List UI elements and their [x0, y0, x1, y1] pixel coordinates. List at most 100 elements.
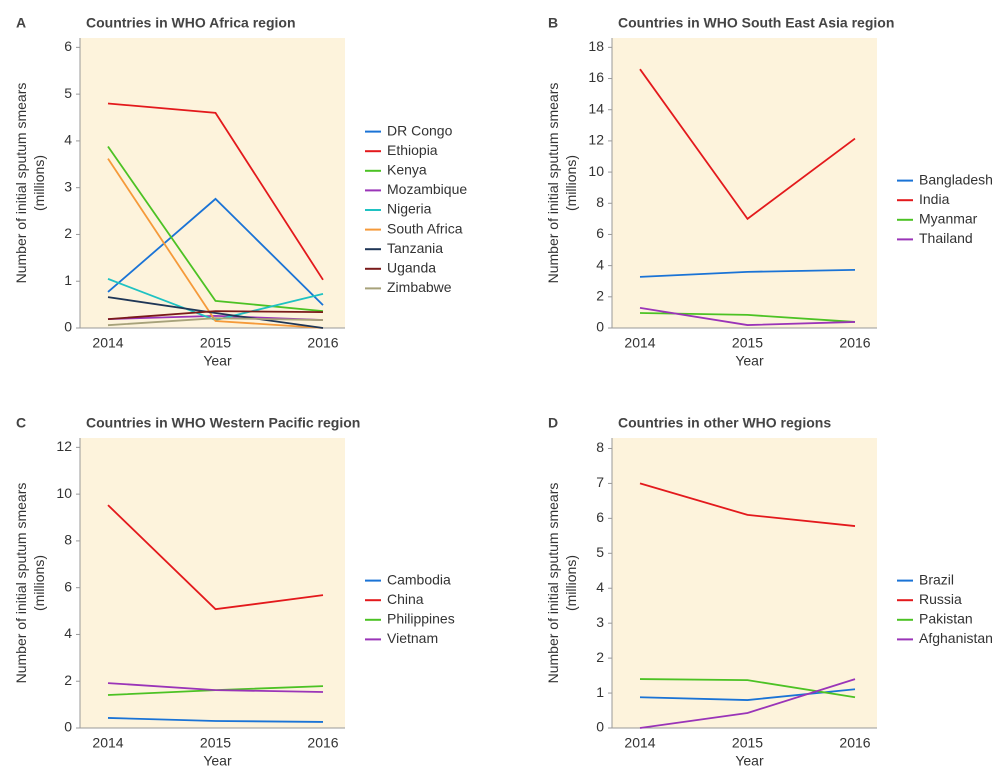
- x-tick-label: 2014: [92, 335, 123, 351]
- y-axis-label-line: Number of initial sputum smears: [13, 483, 29, 684]
- legend-label: Mozambique: [387, 181, 467, 197]
- legend-label: South Africa: [387, 220, 463, 236]
- series-line: [107, 158, 324, 329]
- series-line: [107, 102, 324, 281]
- series-line: [639, 688, 856, 701]
- y-axis-label: Number of initial sputum smears (millions…: [545, 83, 579, 284]
- legend-label: Tanzania: [387, 240, 443, 256]
- x-tick-label: 2014: [92, 735, 123, 751]
- y-tick-label: 16: [588, 69, 604, 85]
- plot-area: [612, 38, 877, 328]
- series-line: [639, 482, 856, 527]
- x-tick-label: 2015: [732, 735, 763, 751]
- legend-label: Kenya: [387, 162, 427, 178]
- y-axis-label-line: (millions): [563, 155, 579, 211]
- panel-label: C: [16, 415, 26, 431]
- y-tick-label: 18: [588, 38, 604, 54]
- x-axis-label: Year: [735, 353, 764, 369]
- panel-title: Countries in WHO South East Asia region: [618, 15, 894, 31]
- y-tick-label: 6: [596, 225, 604, 241]
- panel: D Countries in other WHO regions 0 1 2 3 4 5 6 7 8…: [545, 415, 993, 769]
- panel-label: D: [548, 415, 558, 431]
- y-tick-label: 7: [596, 474, 604, 490]
- y-tick-label: 12: [56, 438, 72, 454]
- x-tick-label: 2015: [732, 335, 763, 351]
- y-tick-label: 6: [64, 38, 72, 54]
- y-tick-label: 12: [588, 132, 604, 148]
- legend-label: Myanmar: [919, 211, 978, 227]
- legend-label: Pakistan: [919, 611, 973, 627]
- y-tick-label: 2: [596, 649, 604, 665]
- x-axis-label: Year: [203, 353, 232, 369]
- legend-label: China: [387, 591, 424, 607]
- panel-title: Countries in other WHO regions: [618, 415, 831, 431]
- x-tick-label: 2016: [307, 735, 338, 751]
- y-tick-label: 4: [64, 132, 72, 148]
- legend-label: Vietnam: [387, 630, 438, 646]
- legend-label: DR Congo: [387, 122, 453, 138]
- legend-label: Nigeria: [387, 201, 432, 217]
- panel-title: Countries in WHO Western Pacific region: [86, 415, 360, 431]
- legend-label: Thailand: [919, 230, 973, 246]
- series-line: [639, 678, 856, 699]
- series-line: [107, 146, 324, 313]
- y-axis-label-line: Number of initial sputum smears: [545, 83, 561, 284]
- y-tick-label: 0: [596, 719, 604, 735]
- y-tick-label: 5: [596, 544, 604, 560]
- x-tick-label: 2016: [839, 735, 870, 751]
- legend-label: Afghanistan: [919, 630, 993, 646]
- legend-label: Ethiopia: [387, 142, 438, 158]
- y-tick-label: 1: [64, 272, 72, 288]
- y-tick-label: 4: [64, 625, 72, 641]
- x-tick-label: 2016: [307, 335, 338, 351]
- y-tick-label: 0: [64, 319, 72, 335]
- y-axis-label: Number of initial sputum smears (millions…: [545, 483, 579, 684]
- y-tick-label: 8: [596, 439, 604, 455]
- y-axis-label-line: (millions): [31, 155, 47, 211]
- legend-label: Philippines: [387, 611, 455, 627]
- series-line: [639, 306, 856, 326]
- y-tick-label: 4: [596, 256, 604, 272]
- y-tick-label: 8: [596, 194, 604, 210]
- legend-label: Bangladesh: [919, 171, 993, 187]
- y-axis-label-line: Number of initial sputum smears: [545, 483, 561, 684]
- series-line: [107, 682, 324, 693]
- panel: B Countries in WHO South East Asia region…: [545, 15, 993, 369]
- legend-label: Zimbabwe: [387, 279, 452, 295]
- panel-label: B: [548, 15, 558, 31]
- legend-label: Cambodia: [387, 571, 451, 587]
- y-axis-label: Number of initial sputum smears (millions…: [13, 483, 47, 684]
- series-line: [107, 310, 324, 321]
- x-tick-label: 2014: [624, 735, 655, 751]
- panel: A Countries in WHO Africa region 0 1 2 3 4 5 6 Nu…: [13, 15, 468, 369]
- y-tick-label: 2: [64, 672, 72, 688]
- x-tick-label: 2016: [839, 335, 870, 351]
- y-tick-label: 5: [64, 85, 72, 101]
- y-tick-label: 10: [588, 163, 604, 179]
- series-line: [107, 296, 324, 329]
- y-tick-label: 3: [596, 614, 604, 630]
- y-axis-label-line: (millions): [31, 555, 47, 611]
- legend-label: India: [919, 191, 950, 207]
- y-tick-label: 4: [596, 579, 604, 595]
- y-axis-label-line: (millions): [563, 555, 579, 611]
- series-line: [639, 678, 856, 729]
- y-tick-label: 0: [64, 719, 72, 735]
- series-line: [107, 504, 324, 611]
- y-tick-label: 3: [64, 178, 72, 194]
- series-line: [107, 197, 324, 306]
- plot-area: [80, 38, 345, 328]
- y-tick-label: 2: [596, 288, 604, 304]
- y-tick-label: 0: [596, 319, 604, 335]
- legend-label: Brazil: [919, 571, 954, 587]
- legend-label: Uganda: [387, 260, 436, 276]
- panel-label: A: [16, 15, 26, 31]
- y-tick-label: 10: [56, 485, 72, 501]
- legend-label: Russia: [919, 591, 962, 607]
- y-tick-label: 14: [588, 100, 604, 116]
- y-tick-label: 2: [64, 225, 72, 241]
- x-axis-label: Year: [735, 753, 764, 769]
- y-tick-label: 6: [64, 578, 72, 594]
- y-tick-label: 8: [64, 532, 72, 548]
